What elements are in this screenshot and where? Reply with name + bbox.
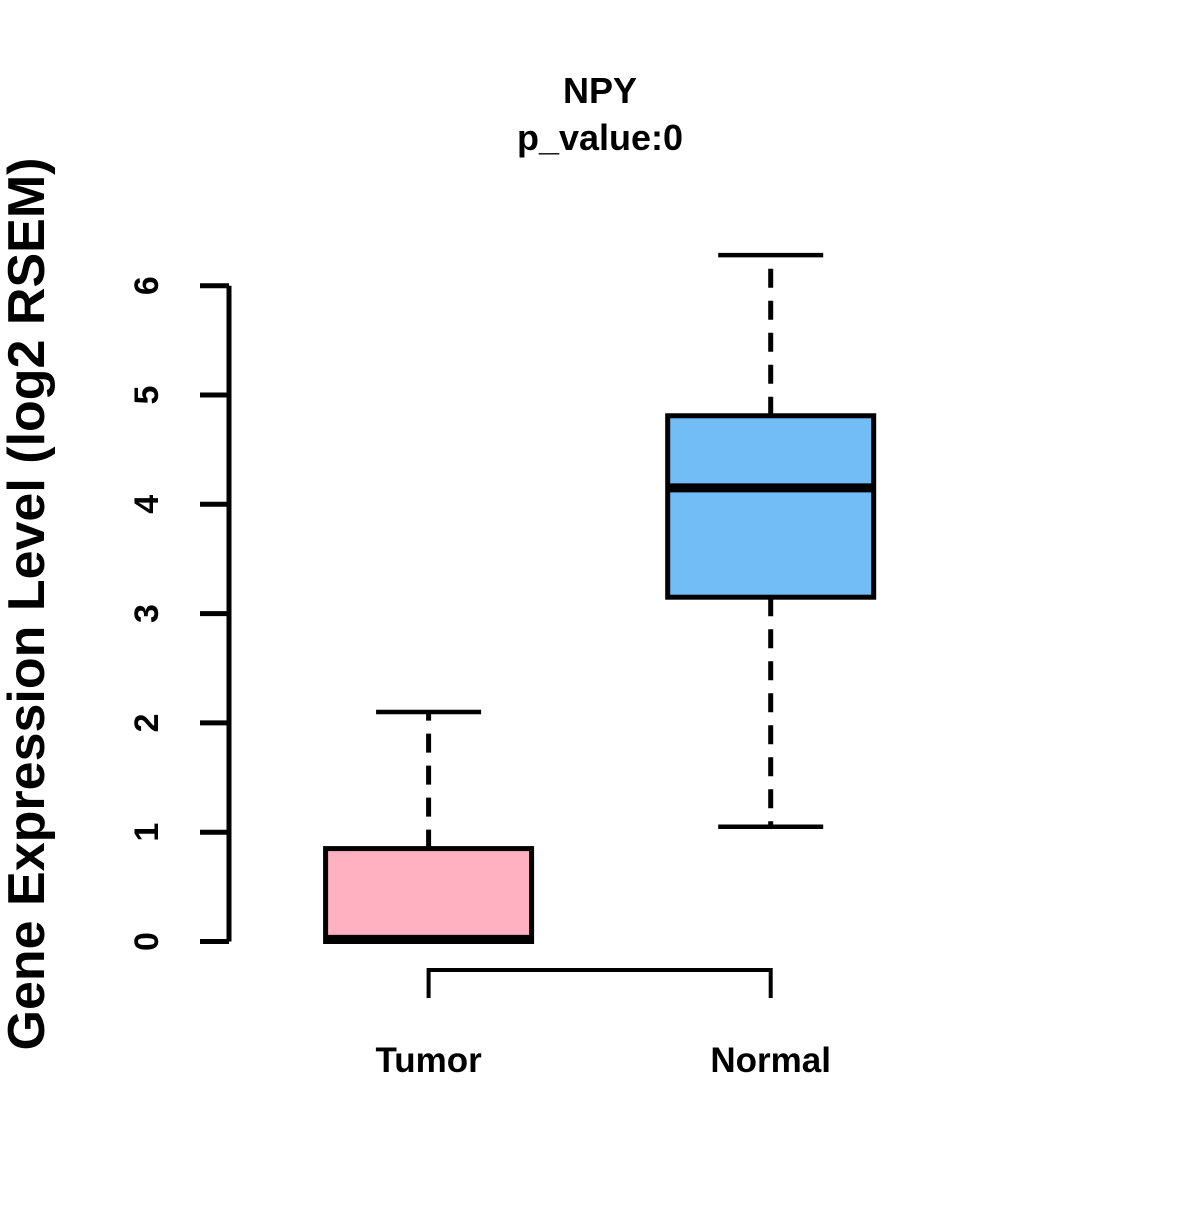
y-tick-label: 1 xyxy=(128,823,166,842)
box-normal xyxy=(665,252,877,829)
chart-title: NPY xyxy=(563,70,637,111)
y-axis: 0 1 2 3 4 5 6 xyxy=(128,276,232,951)
plot-area xyxy=(323,252,877,944)
y-tick-label: 0 xyxy=(128,932,166,951)
y-axis-label: Gene Expression Level (log2 RSEM) xyxy=(0,158,56,1051)
x-label-tumor: Tumor xyxy=(375,1041,482,1080)
iqr-box xyxy=(323,846,535,944)
iqr-box xyxy=(665,413,877,600)
y-tick-label: 4 xyxy=(128,495,166,514)
y-tick-label: 5 xyxy=(128,386,166,405)
x-axis-bracket xyxy=(426,968,773,998)
y-tick-label: 3 xyxy=(128,604,166,623)
x-labels: Tumor Normal xyxy=(375,1041,831,1080)
box-tumor xyxy=(323,709,535,944)
group-bracket xyxy=(426,968,773,998)
x-label-normal: Normal xyxy=(710,1041,831,1080)
y-tick-label: 6 xyxy=(128,276,166,295)
chart-subtitle: p_value:0 xyxy=(517,117,683,158)
y-tick-label: 2 xyxy=(128,713,166,732)
